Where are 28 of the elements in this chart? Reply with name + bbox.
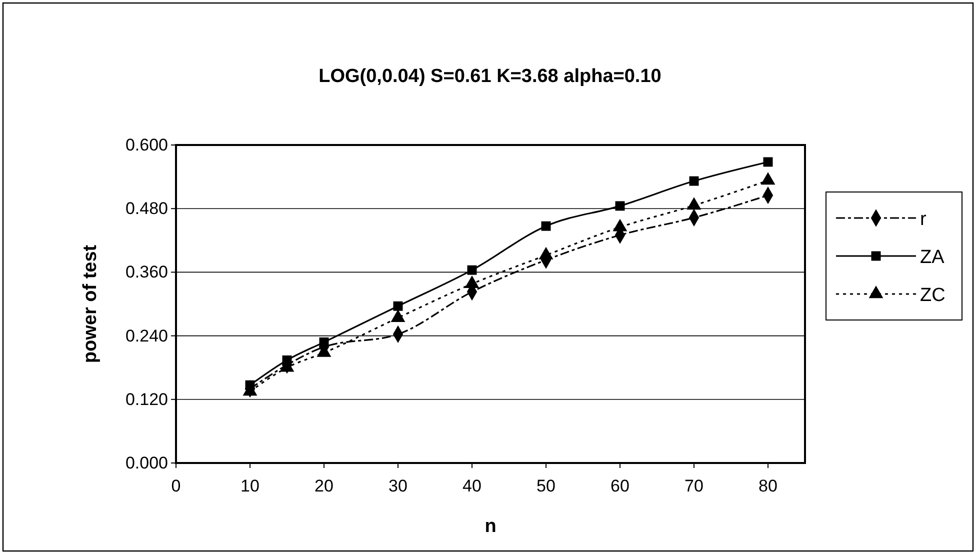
y-tick-label: 0.600: [125, 135, 168, 154]
legend-label: ZC: [920, 285, 946, 306]
x-tick-label: 60: [610, 476, 630, 496]
point: [541, 221, 551, 231]
x-tick-label: 40: [462, 476, 482, 496]
x-tick-label: 50: [536, 476, 556, 496]
point: [689, 176, 699, 186]
x-tick-label: 20: [314, 476, 334, 496]
x-tick-label: 80: [758, 476, 778, 496]
legend-label: r: [920, 209, 927, 230]
x-tick-label: 70: [684, 476, 704, 496]
y-tick-label: 0.120: [125, 390, 168, 409]
point: [763, 157, 773, 167]
chart-title: LOG(0,0.04) S=0.61 K=3.68 alpha=0.10: [318, 66, 662, 87]
point: [467, 265, 477, 275]
x-axis-title: n: [484, 516, 496, 537]
y-tick-label: 0.240: [125, 326, 168, 346]
y-axis-title: power of test: [80, 244, 101, 364]
y-tick-label: 0.000: [125, 453, 168, 472]
point: [615, 201, 625, 211]
y-tick-label: 0.360: [125, 262, 168, 282]
point: [319, 337, 329, 347]
x-tick-label: 30: [388, 476, 408, 496]
point: [393, 301, 403, 311]
legend-label: ZA: [920, 247, 945, 268]
x-tick-label: 0: [171, 476, 181, 496]
y-tick-label: 0.480: [125, 199, 168, 218]
x-tick-label: 10: [240, 476, 260, 496]
